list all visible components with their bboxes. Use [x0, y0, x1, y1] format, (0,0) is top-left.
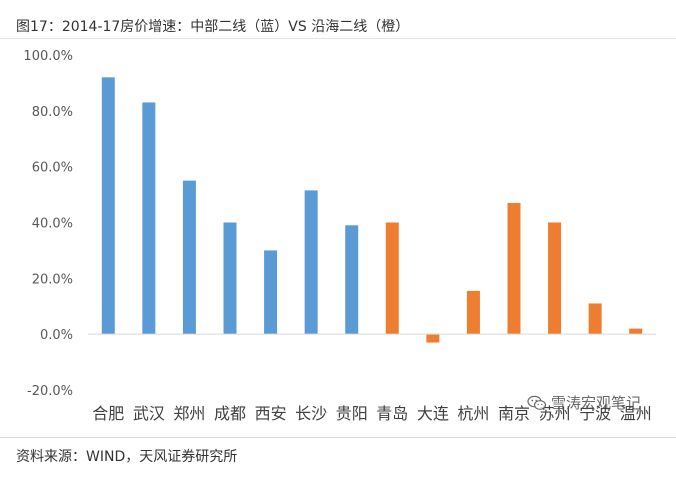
x-tick-label: 长沙: [295, 404, 327, 423]
bar-7: [345, 225, 359, 335]
y-tick-label: 60.0%: [32, 161, 73, 176]
wechat-icon: [527, 395, 547, 410]
x-tick-label: 温州: [620, 404, 652, 423]
bar-5: [264, 250, 278, 335]
bar-12: [548, 222, 562, 335]
watermark-text: 雪涛宏观笔记: [551, 394, 642, 412]
bottom-divider: [0, 437, 676, 438]
bar-6: [304, 190, 318, 335]
bar-2: [142, 102, 156, 335]
bar-14: [629, 328, 643, 335]
bar-11: [507, 202, 521, 335]
source-note: 资料来源：WIND，天风证券研究所: [16, 449, 238, 465]
bars: [101, 77, 643, 343]
x-tick-label: 武汉: [133, 404, 165, 423]
y-tick-label: 20.0%: [32, 272, 73, 287]
y-tick-label: 100.0%: [23, 49, 73, 64]
bar-8: [385, 222, 399, 335]
x-tick-label: 贵阳: [336, 404, 368, 423]
bar-13: [588, 303, 602, 335]
y-tick-label: 80.0%: [32, 105, 73, 120]
y-tick-label: 0.0%: [40, 328, 73, 343]
x-tick-label: 西安: [255, 404, 287, 423]
y-tick-label: 40.0%: [32, 217, 73, 232]
x-tick-label: 宁波: [579, 404, 611, 423]
x-tick-label: 合肥: [92, 404, 124, 423]
x-tick-label: 郑州: [173, 404, 205, 423]
x-axis-labels: 合肥 武汉 郑州 成都 西安 长沙 贵阳 青岛 大连 杭州 南京 苏州 宁波 温州: [92, 404, 651, 423]
x-tick-label: 青岛: [376, 404, 408, 423]
x-tick-label: 南京: [498, 404, 530, 423]
y-axis-ticks: -20.0% 0.0% 20.0% 40.0% 60.0% 80.0% 100.0%: [23, 49, 73, 399]
bar-3: [182, 180, 196, 335]
x-tick-label: 大连: [417, 404, 449, 423]
x-tick-label: 苏州: [539, 404, 571, 423]
bar-1: [101, 77, 115, 335]
bar-10: [466, 290, 480, 335]
bar-4: [223, 222, 237, 335]
x-tick-label: 成都: [214, 404, 246, 423]
y-tick-label: -20.0%: [27, 384, 73, 399]
watermark: 雪涛宏观笔记: [527, 392, 641, 413]
top-divider: [0, 38, 676, 39]
bar-9: [426, 334, 440, 343]
chart-title: 图17：2014-17房价增速：中部二线（蓝）VS 沿海二线（橙）: [16, 19, 410, 35]
x-tick-label: 杭州: [457, 404, 489, 423]
